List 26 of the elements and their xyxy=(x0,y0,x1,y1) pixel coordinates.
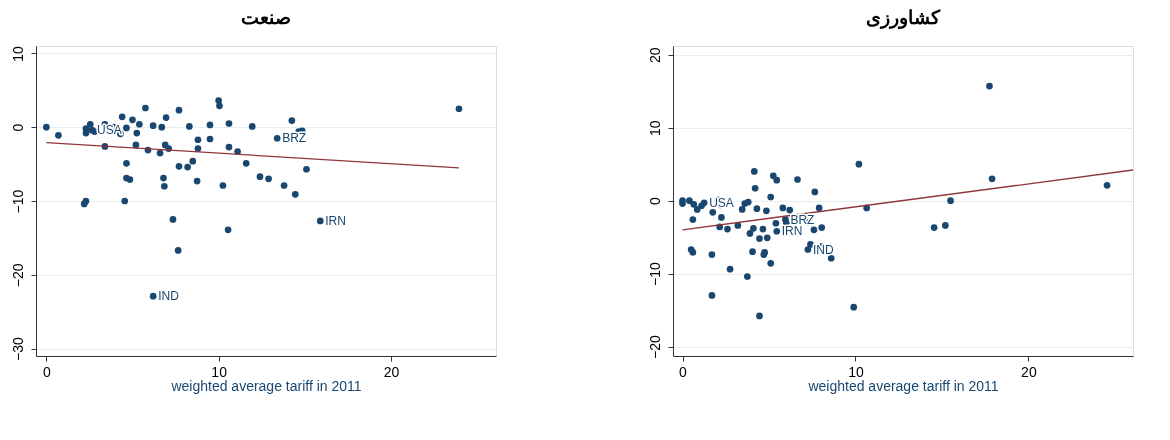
y-tick-label: 10 xyxy=(9,45,26,62)
annotation: IRN xyxy=(325,213,346,228)
x-tick-label: 10 xyxy=(848,363,864,380)
x-axis-title: weighted average tariff in 2011 xyxy=(807,377,999,394)
x-tick-label: 10 xyxy=(211,363,228,380)
x-tick-label: 0 xyxy=(42,363,51,380)
x-axis-title: weighted average tariff in 2011 xyxy=(170,377,362,394)
annotation: IND xyxy=(812,242,834,257)
annotation: BRZ xyxy=(282,131,307,146)
y-tick-label: 10 xyxy=(646,120,663,136)
annotation: IND xyxy=(158,289,180,304)
y-tick-label: −30 xyxy=(9,337,26,361)
annotation: BRZ xyxy=(790,212,815,227)
annotation: IRN xyxy=(781,224,803,239)
chart-title: صنعت xyxy=(241,6,291,28)
y-tick-label: 0 xyxy=(646,197,663,206)
y-tick-label: −20 xyxy=(9,263,26,288)
y-tick-label: −10 xyxy=(646,261,663,286)
y-tick-label: 0 xyxy=(9,123,26,132)
y-tick-label: 20 xyxy=(646,47,663,64)
chart-title: کشاورزی xyxy=(866,7,941,29)
x-tick-label: 20 xyxy=(383,363,400,380)
y-tick-label: −20 xyxy=(646,334,663,359)
x-tick-label: 0 xyxy=(679,363,688,380)
x-tick-label: 20 xyxy=(1021,363,1037,380)
y-tick-label: −10 xyxy=(9,189,26,214)
